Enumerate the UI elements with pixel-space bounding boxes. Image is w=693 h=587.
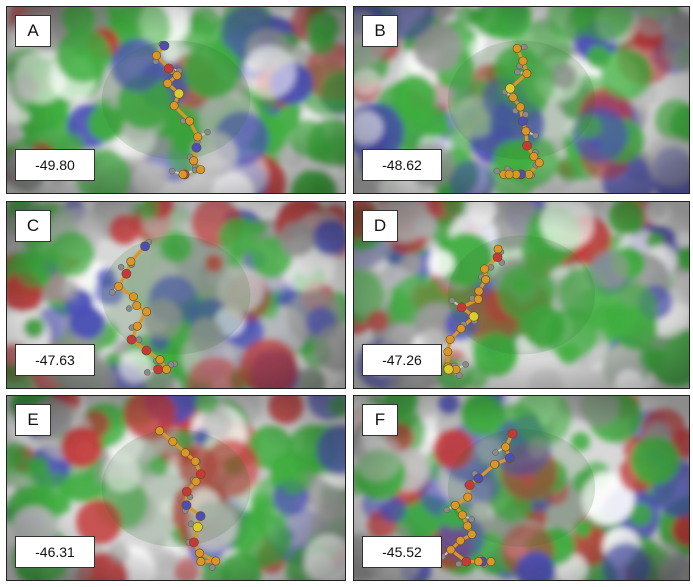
panel-f: F -45.52 — [353, 395, 690, 581]
panel-label: C — [15, 210, 51, 242]
docking-score: -48.62 — [362, 149, 442, 181]
panel-c: C -47.63 — [6, 201, 346, 389]
panel-d: D -47.26 — [353, 201, 690, 389]
binding-pocket-scene — [7, 7, 345, 193]
binding-pocket-scene — [7, 202, 345, 388]
panel-label: B — [362, 15, 398, 47]
panel-label: A — [15, 15, 51, 47]
panel-a: A -49.80 — [6, 6, 346, 194]
docking-score: -47.63 — [15, 344, 95, 376]
binding-pocket-scene — [354, 7, 689, 193]
panel-e: E -46.31 — [6, 395, 346, 581]
panel-label: D — [362, 210, 398, 242]
docking-score: -47.26 — [362, 344, 442, 376]
binding-pocket-scene — [354, 396, 689, 580]
docking-score: -49.80 — [15, 149, 95, 181]
docking-score: -46.31 — [15, 536, 95, 568]
panel-b: B -48.62 — [353, 6, 690, 194]
panel-label: E — [15, 404, 51, 436]
panel-label: F — [362, 404, 398, 436]
docking-score: -45.52 — [362, 536, 442, 568]
